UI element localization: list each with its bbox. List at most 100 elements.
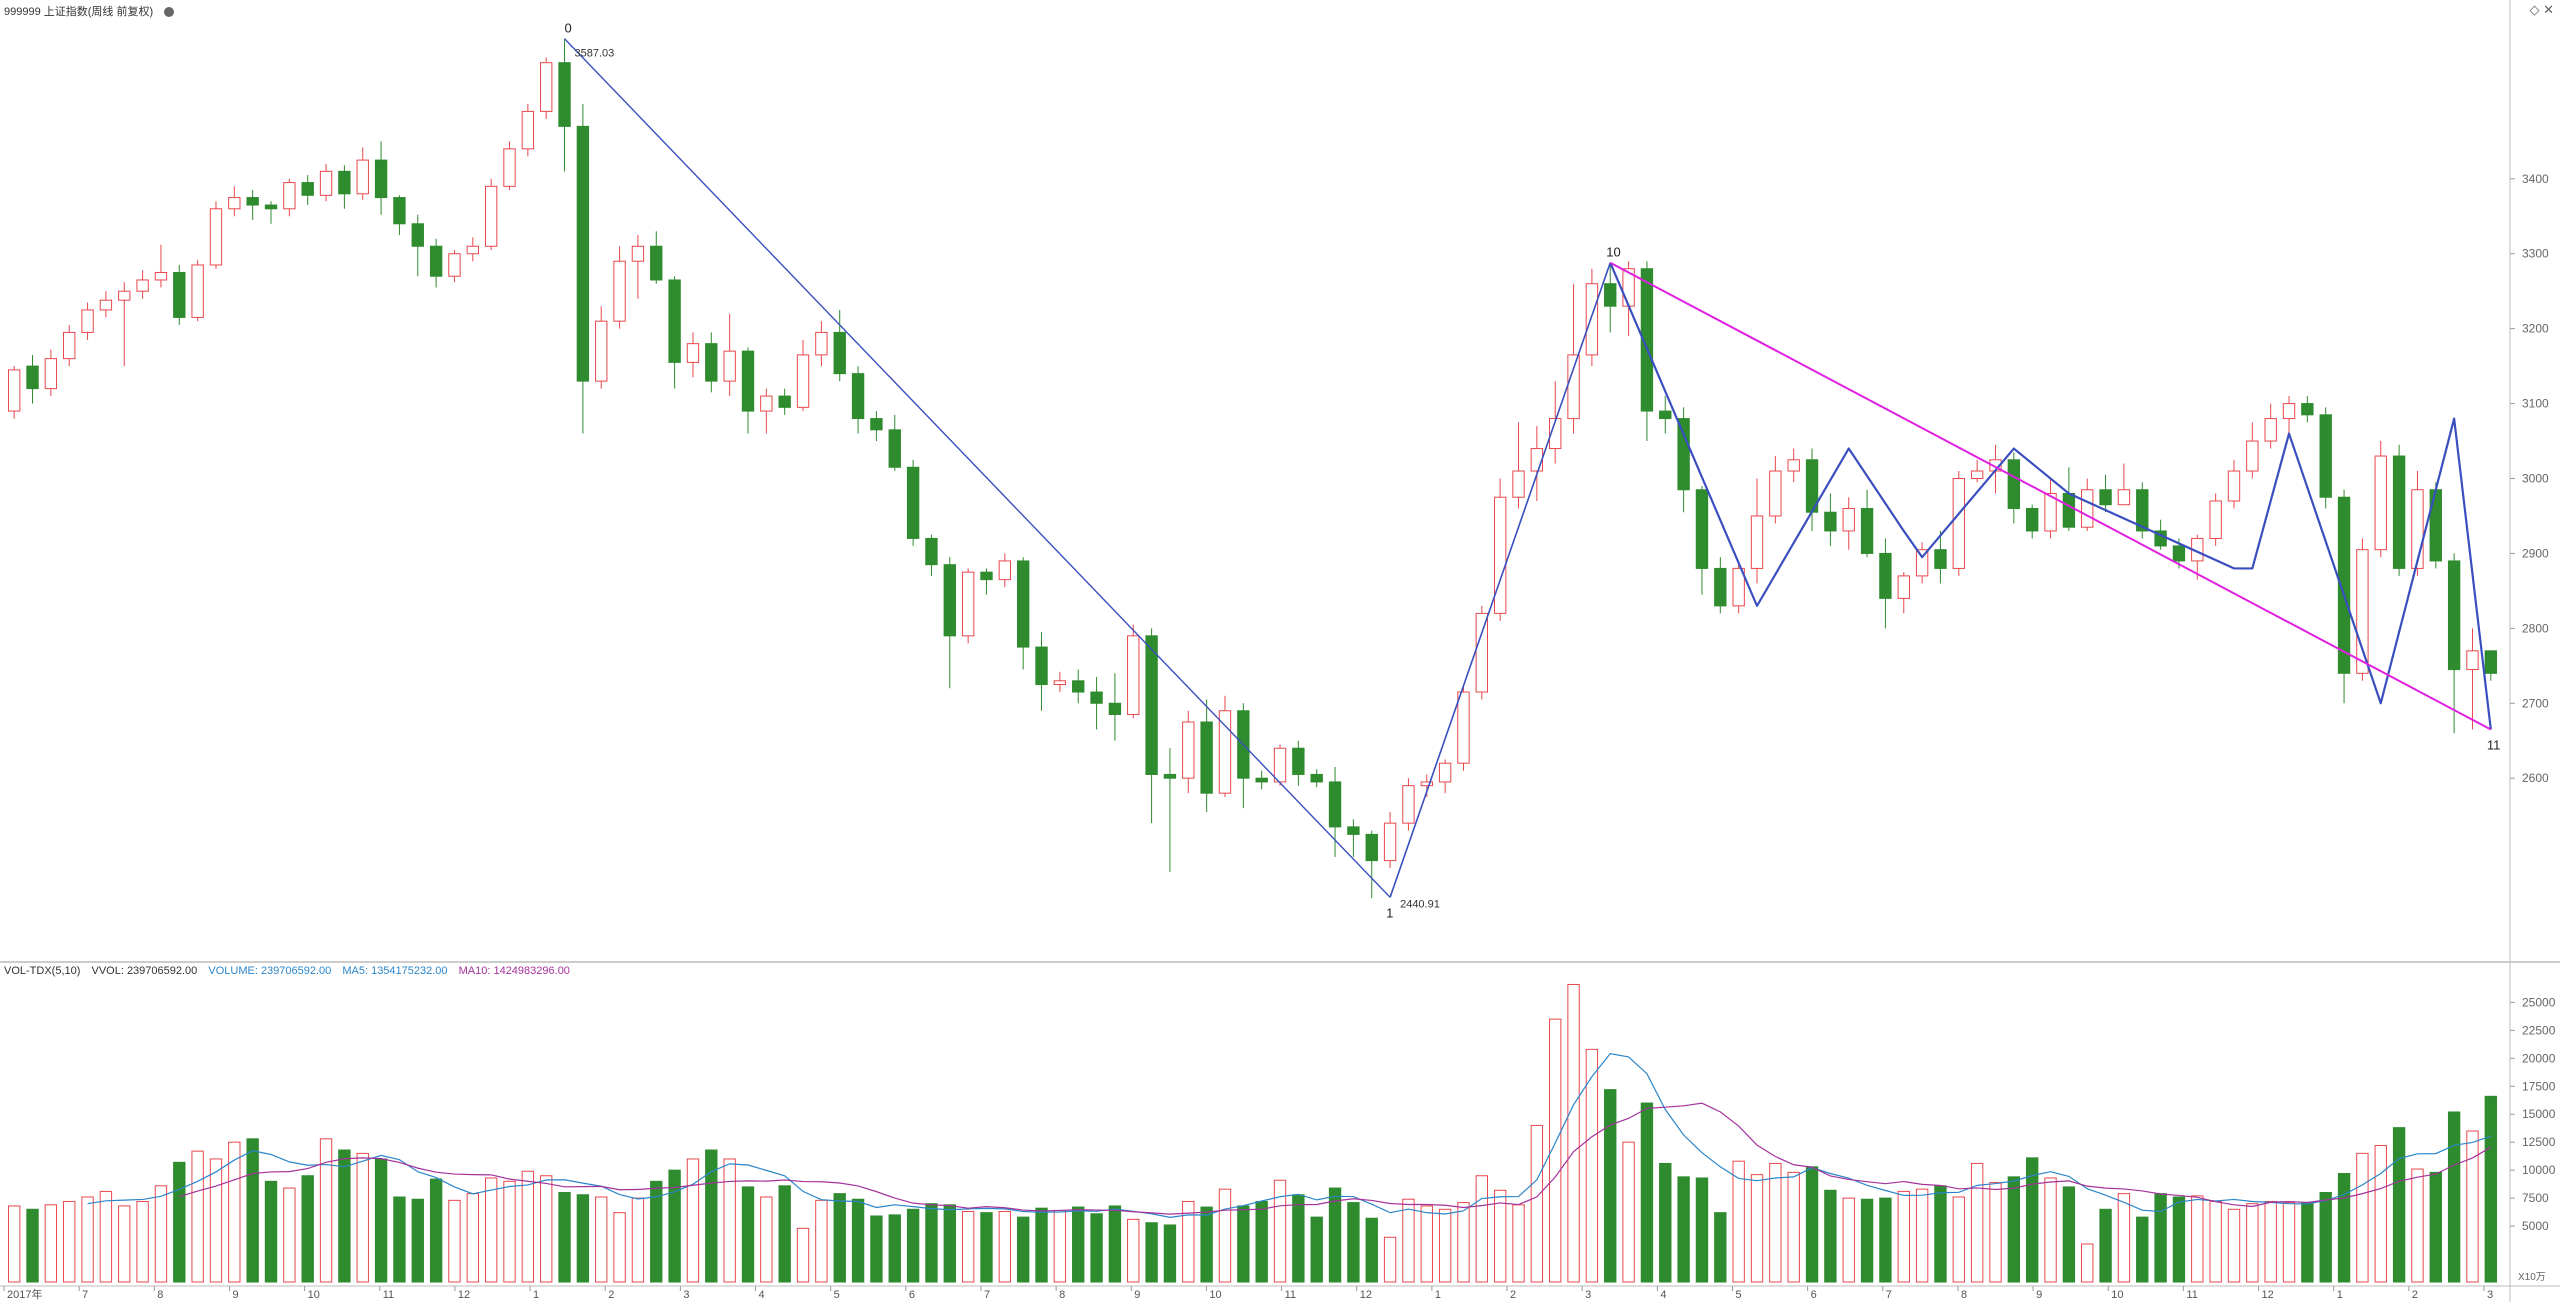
volume-bar	[1292, 1194, 1305, 1283]
candle-body	[1438, 762, 1452, 783]
vol-indicator-label: VOL-TDX(5,10)	[4, 965, 81, 977]
candle-body	[1897, 575, 1910, 599]
candle-body	[1585, 283, 1599, 356]
volume-bar	[650, 1180, 663, 1283]
candle-body	[2374, 455, 2387, 551]
volume-bar	[1237, 1205, 1250, 1283]
vol-tick-label: 20000	[2522, 1051, 2556, 1065]
volume-header: VOL-TDX(5,10) VVOL: 239706592.00 VOLUME:…	[4, 965, 578, 977]
candle-body	[631, 245, 645, 262]
corner-icons[interactable]: ◇ ✕	[2529, 2, 2554, 18]
volume-bar	[741, 1186, 755, 1283]
x-month-label: 10	[1209, 1289, 1221, 1301]
volume-bar	[1695, 1177, 1709, 1283]
volume-bar	[448, 1199, 461, 1283]
candle-body	[888, 429, 901, 468]
candle-body	[2026, 507, 2039, 532]
volume-bar	[521, 1170, 535, 1283]
volume-bar	[2117, 1193, 2131, 1283]
candle-body	[1512, 470, 1525, 498]
volume-bar	[1072, 1206, 1085, 1283]
volume-bar	[943, 1204, 956, 1283]
volume-bar	[136, 1200, 149, 1283]
candle-body	[2264, 418, 2277, 442]
x-month-label: 6	[1811, 1289, 1817, 1301]
candle-body	[1493, 496, 1507, 614]
candle-body	[173, 271, 186, 318]
wave-label: 0	[565, 21, 572, 36]
volume-bar	[2484, 1095, 2498, 1283]
candle-body	[870, 418, 883, 431]
candle-body	[668, 279, 681, 363]
volume-bar	[1640, 1102, 1654, 1283]
volume-bar	[26, 1208, 39, 1283]
volume-bar	[1035, 1207, 1048, 1283]
candle-body	[1292, 747, 1305, 775]
volume-bar	[429, 1178, 443, 1283]
candle-body	[906, 466, 920, 539]
x-month-label: 11	[2186, 1289, 2197, 1301]
volume-bar	[1347, 1202, 1360, 1283]
volume-bar	[1016, 1216, 1030, 1283]
candle-body	[1016, 560, 1030, 648]
x-month-label: 3	[683, 1289, 689, 1301]
candle-body	[2044, 492, 2057, 532]
volume-bar	[980, 1212, 993, 1283]
candle-body	[2282, 403, 2296, 420]
volume-bar	[246, 1138, 259, 1283]
x-month-label: 8	[1059, 1289, 1065, 1301]
x-month-label: 7	[1886, 1289, 1892, 1301]
volume-bar	[1438, 1208, 1452, 1283]
volume-bar	[815, 1199, 828, 1283]
close-icon[interactable]: ✕	[2543, 2, 2554, 17]
candle-body	[943, 564, 956, 637]
x-month-label: 3	[2487, 1289, 2493, 1301]
candle-body	[2447, 560, 2461, 671]
volume-bar	[1714, 1212, 1727, 1283]
candle-body	[2356, 549, 2369, 674]
candle-body	[2117, 489, 2131, 506]
x-month-label: 10	[308, 1289, 320, 1301]
volume-bar	[1182, 1200, 1195, 1283]
x-month-label: 11	[383, 1289, 394, 1301]
candle-body	[1383, 822, 1397, 862]
close-circle-icon[interactable]	[164, 7, 175, 18]
volume-bar	[301, 1175, 314, 1283]
volume-bar	[374, 1158, 388, 1283]
candle-body	[576, 125, 590, 382]
volume-bar	[1604, 1089, 1617, 1283]
volume-bar	[2136, 1216, 2149, 1283]
candle-body	[2172, 545, 2186, 562]
candle-body	[980, 571, 993, 581]
volume-bar	[925, 1203, 938, 1283]
volume-bar	[851, 1198, 865, 1283]
candle-body	[650, 245, 663, 281]
candle-body	[1567, 354, 1580, 420]
candle-body	[1475, 612, 1489, 693]
volume-bar	[1750, 1174, 1764, 1283]
volume-bar	[2411, 1168, 2424, 1283]
volume-bar	[191, 1150, 204, 1283]
candle-body	[2319, 414, 2332, 498]
candle-body	[686, 343, 700, 363]
x-month-label: 4	[1660, 1289, 1666, 1301]
candle-body	[1273, 747, 1287, 783]
volume-bar	[1200, 1206, 1213, 1283]
candle-body	[998, 560, 1012, 581]
y-tick-label: 3000	[2522, 472, 2549, 486]
candle-body	[2209, 500, 2222, 539]
volume-bar	[1365, 1217, 1378, 1283]
candle-body	[1769, 470, 1782, 517]
candle-body	[851, 373, 865, 420]
candle-body	[1402, 785, 1415, 824]
candle-body	[228, 197, 241, 210]
diamond-icon[interactable]: ◇	[2529, 2, 2540, 17]
candle-body	[2337, 496, 2351, 674]
vol-tick-label: 5000	[2522, 1219, 2549, 1233]
volume-bar	[870, 1215, 883, 1283]
x-month-label: 12	[2262, 1289, 2274, 1301]
volume-bar	[668, 1169, 681, 1283]
candle-body	[356, 159, 369, 195]
candle-body	[2062, 492, 2076, 528]
candle-body	[1200, 721, 1213, 794]
